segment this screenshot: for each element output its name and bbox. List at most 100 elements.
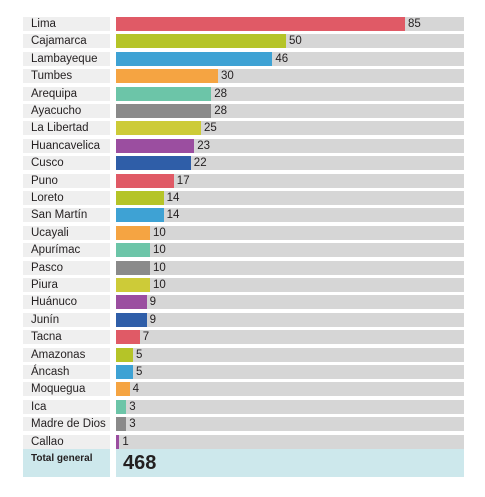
category-label-box — [23, 17, 110, 31]
category-label: Lambayeque — [31, 53, 98, 65]
bar — [116, 382, 130, 396]
bar-track — [116, 243, 464, 257]
data-label: 14 — [166, 209, 180, 221]
data-label: 14 — [166, 192, 180, 204]
category-label: Lima — [31, 18, 56, 30]
bar-track — [116, 435, 464, 449]
bar — [116, 139, 195, 153]
category-label-box — [23, 330, 110, 344]
category-label-box — [23, 261, 110, 275]
bar — [116, 69, 218, 83]
category-label-box — [23, 348, 110, 362]
category-label-box — [23, 87, 110, 101]
bar-track — [116, 313, 464, 327]
category-label: Puno — [31, 175, 58, 187]
category-label: Cajamarca — [31, 35, 87, 47]
bar — [116, 278, 150, 292]
total-label: Total general — [31, 453, 93, 464]
bar-track — [116, 417, 464, 431]
total-label-box — [23, 449, 110, 477]
category-label-box — [23, 243, 110, 257]
category-label: Ica — [31, 401, 47, 413]
category-label: Junín — [31, 314, 60, 326]
bar — [116, 348, 133, 362]
bar-track — [116, 400, 464, 414]
category-label-box — [23, 278, 110, 292]
bar — [116, 208, 164, 222]
category-label-box — [23, 365, 110, 379]
bar — [116, 417, 127, 431]
data-label: 3 — [129, 401, 136, 413]
data-label: 5 — [136, 366, 143, 378]
category-label: Moquegua — [31, 383, 86, 395]
category-label-box — [23, 69, 110, 83]
bar-track — [116, 348, 464, 362]
bar — [116, 17, 405, 31]
category-label: San Martín — [31, 209, 88, 221]
data-label: 10 — [153, 279, 166, 291]
category-label-box — [23, 208, 110, 222]
data-label: 5 — [136, 349, 143, 361]
bar-track — [116, 174, 464, 188]
category-label-box — [23, 417, 110, 431]
data-label: 23 — [197, 140, 210, 152]
category-label-box — [23, 295, 110, 309]
bar-track — [116, 226, 464, 240]
category-label-box — [23, 382, 110, 396]
data-label: 85 — [408, 18, 421, 30]
category-label-box — [23, 226, 110, 240]
category-label: Madre de Dios — [31, 418, 106, 430]
bar-track — [116, 261, 464, 275]
category-label: Ayacucho — [31, 105, 82, 117]
category-label: Callao — [31, 436, 64, 448]
bar — [116, 87, 212, 101]
bar-track — [116, 121, 464, 135]
total-value: 468 — [123, 452, 157, 474]
data-label: 3 — [129, 418, 136, 430]
data-label: 10 — [153, 227, 166, 239]
category-label: Amazonas — [31, 349, 86, 361]
category-label-box — [23, 400, 110, 414]
data-label: 1 — [122, 436, 129, 448]
bar — [116, 121, 201, 135]
data-label: 46 — [275, 53, 289, 65]
category-label: Tumbes — [31, 70, 73, 82]
category-label: Pasco — [31, 262, 63, 274]
bar — [116, 156, 191, 170]
category-label-box — [23, 156, 110, 170]
bar-track — [116, 365, 464, 379]
bar — [116, 191, 164, 205]
category-label: Apurímac — [31, 244, 81, 256]
category-label: Ucayali — [31, 227, 69, 239]
bar — [116, 313, 147, 327]
category-label: Tacna — [31, 331, 62, 343]
bar — [116, 295, 147, 309]
bar — [116, 52, 273, 66]
category-label: Cusco — [31, 157, 64, 169]
bar — [116, 261, 150, 275]
category-label: Arequipa — [31, 88, 78, 100]
category-label-box — [23, 139, 110, 153]
data-label: 22 — [193, 157, 207, 169]
bar-track — [116, 139, 464, 153]
data-label: 10 — [153, 262, 166, 274]
data-label: 4 — [132, 383, 139, 395]
bar-track — [116, 382, 464, 396]
bar-track — [116, 295, 464, 309]
bar — [116, 365, 133, 379]
category-label-box — [23, 174, 110, 188]
category-label: Huánuco — [31, 296, 78, 308]
category-label: Piura — [31, 279, 58, 291]
bar — [116, 435, 120, 449]
category-label-box — [23, 52, 110, 66]
category-label: La Libertad — [31, 122, 89, 134]
data-label: 28 — [214, 88, 227, 100]
bar — [116, 330, 140, 344]
bar-track — [116, 191, 464, 205]
data-label: 9 — [149, 314, 156, 326]
total-value-box — [116, 449, 464, 477]
bar-track — [116, 278, 464, 292]
category-label-box — [23, 121, 110, 135]
category-label-box — [23, 435, 110, 449]
category-label-box — [23, 34, 110, 48]
